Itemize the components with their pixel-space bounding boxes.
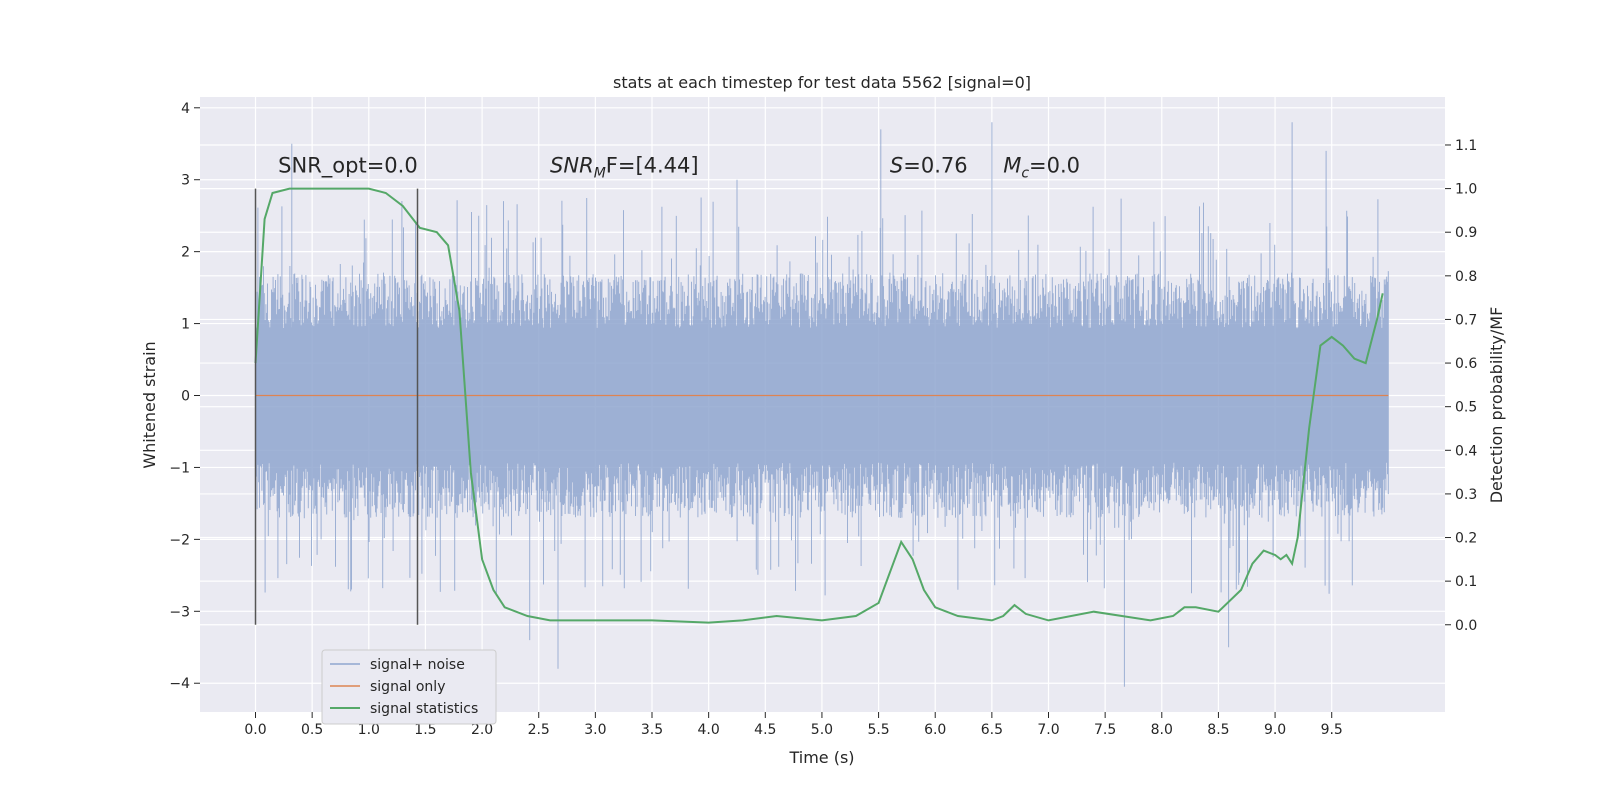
annotation-mc: Mc=0.0 (1003, 154, 1080, 182)
y2-tick-label-2: 0.9 (1455, 225, 1477, 241)
y-tick-label-8: −4 (169, 676, 190, 692)
y-tick-label-7: −3 (169, 604, 190, 620)
annotation-snr-opt: SNR_opt=0.0 (278, 154, 418, 179)
x-tick-label-18: 9.0 (1264, 722, 1286, 738)
x-tick-label-13: 6.5 (981, 722, 1003, 738)
legend-box (321, 649, 497, 725)
y-tick-label-5: −1 (169, 460, 190, 476)
y2-tick-label-6: 0.5 (1455, 400, 1477, 416)
y-tick-label-4: 0 (181, 389, 190, 405)
legend-label-signal: signal only (370, 679, 445, 695)
legend-label-noise: signal+ noise (370, 657, 465, 673)
y2-tick-label-10: 0.1 (1455, 574, 1477, 590)
x-tick-label-17: 8.5 (1207, 722, 1229, 738)
y2-tick-label-11: 0.0 (1455, 618, 1477, 634)
annotation-snr-mf-main: SNR (550, 154, 594, 178)
y2-axis-label: Detection probability/MF (1487, 307, 1506, 504)
legend-label-statistics: signal statistics (370, 701, 478, 717)
x-tick-label-1: 0.5 (301, 722, 323, 738)
annotation-mc-sub: c (1021, 166, 1029, 182)
y-tick-label-1: 3 (181, 173, 190, 189)
y-tick-label-2: 2 (181, 245, 190, 261)
annotation-s-tail: =0.76 (903, 154, 967, 178)
annotation-mc-tail: =0.0 (1029, 154, 1080, 178)
x-tick-label-19: 9.5 (1321, 722, 1343, 738)
annotation-snr-mf-sub: M (594, 166, 606, 182)
series-lines (254, 187, 1389, 624)
annotation-s-main: S (890, 154, 903, 178)
y2-tick-label-9: 0.2 (1455, 531, 1477, 547)
y-axis-ticks: 4 3 2 1 0 −1 −2 −3 −4 (169, 101, 200, 692)
y2-tick-label-7: 0.4 (1455, 443, 1477, 459)
vertical-markers (254, 188, 419, 625)
chart-title: stats at each timestep for test data 556… (613, 73, 1031, 92)
x-tick-label-8: 4.0 (698, 722, 720, 738)
annotation-snr-mf-tail: F=[4.44] (606, 154, 699, 178)
x-tick-label-9: 4.5 (754, 722, 776, 738)
y-tick-label-0: 4 (181, 101, 190, 117)
annotation-snr-mf: SNRMF=[4.44] (550, 154, 699, 182)
x-tick-label-3: 1.5 (414, 722, 436, 738)
annotation-mc-main: M (1003, 154, 1021, 178)
x-tick-label-0: 0.0 (244, 722, 266, 738)
y-tick-label-3: 1 (181, 317, 190, 333)
y-axis-label: Whitened strain (140, 341, 159, 468)
x-tick-label-11: 5.5 (867, 722, 889, 738)
x-tick-label-6: 3.0 (584, 722, 606, 738)
y2-tick-label-4: 0.7 (1455, 312, 1477, 328)
x-tick-label-7: 3.5 (641, 722, 663, 738)
x-tick-label-5: 2.5 (528, 722, 550, 738)
x-tick-label-4: 2.0 (471, 722, 493, 738)
y2-axis-ticks: 1.1 1.0 0.9 0.8 0.7 0.6 0.5 0.4 0.3 0.2 0.1 0.0 (1445, 138, 1477, 634)
x-tick-label-14: 7.0 (1037, 722, 1059, 738)
x-axis-ticks: 0.0 0.5 1.0 1.5 2.0 2.5 3.0 3.5 4.0 4.5 5.0 5.5 6.0 6… (244, 712, 1343, 738)
x-axis-label: Time (s) (788, 748, 854, 767)
annotations: SNR_opt=0.0 SNRMF=[4.44] S=0.76 Mc=0.0 (278, 154, 1080, 182)
x-tick-label-12: 6.0 (924, 722, 946, 738)
legend: signal+ noise signal only signal statist… (321, 649, 497, 725)
y2-tick-label-1: 1.0 (1455, 182, 1477, 198)
y2-tick-label-0: 1.1 (1455, 138, 1477, 154)
x-tick-label-15: 7.5 (1094, 722, 1116, 738)
x-tick-label-10: 5.0 (811, 722, 833, 738)
x-tick-label-16: 8.0 (1151, 722, 1173, 738)
y2-tick-label-8: 0.3 (1455, 487, 1477, 503)
annotation-s: S=0.76 (890, 154, 968, 178)
x-tick-label-2: 1.0 (358, 722, 380, 738)
y-tick-label-6: −2 (169, 532, 190, 548)
y2-tick-label-3: 0.8 (1455, 269, 1477, 285)
series-statistics-line (254, 187, 1384, 624)
y2-tick-label-5: 0.6 (1455, 356, 1477, 372)
